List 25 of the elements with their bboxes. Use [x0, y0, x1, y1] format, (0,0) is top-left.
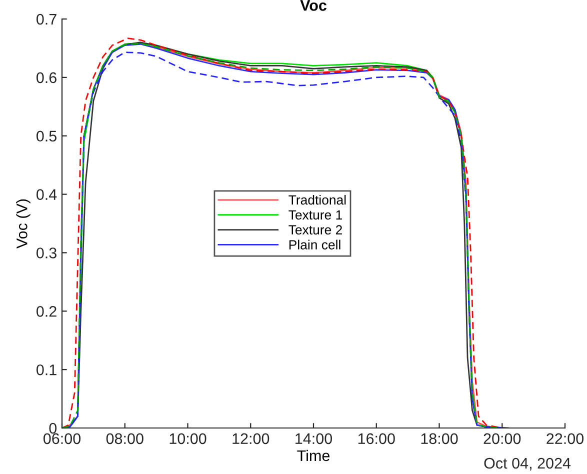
y-tick-label: 0.6	[36, 72, 56, 84]
x-axis-title: Time	[297, 450, 330, 462]
x-tick-label: 10:00	[170, 433, 206, 444]
x-tick-label: 20:00	[484, 433, 521, 444]
y-tick-label: 0.5	[36, 130, 56, 142]
x-tick-label: 06:00	[43, 433, 81, 444]
x-tick-label: 16:00	[358, 433, 395, 444]
legend-label: Texture 1	[288, 210, 342, 220]
y-tick-label: 0	[49, 422, 57, 434]
legend-label: Texture 2	[288, 225, 342, 235]
text: Oct 04, 2024	[484, 458, 571, 470]
legend-label: Plain cell	[289, 240, 340, 250]
y-tick-label: 0.1	[36, 364, 56, 376]
y-tick-label: 0.3	[36, 248, 56, 258]
y-tick-label: 0.2	[36, 306, 56, 317]
y-tick-label: 0.4	[36, 189, 57, 200]
x-tick-label: 08:00	[106, 433, 144, 444]
x-tick-label: 14:00	[296, 433, 332, 444]
x-tick-label: 22:00	[546, 433, 584, 444]
legend-label: Tradtional	[288, 194, 346, 205]
y-axis-title: Voc (V)	[16, 199, 30, 248]
x-tick-label: 12:00	[232, 433, 270, 444]
chart-title: Voc	[300, 0, 326, 11]
x-tick-label: 18:00	[421, 433, 458, 444]
y-tick-label: 0.7	[36, 14, 56, 25]
